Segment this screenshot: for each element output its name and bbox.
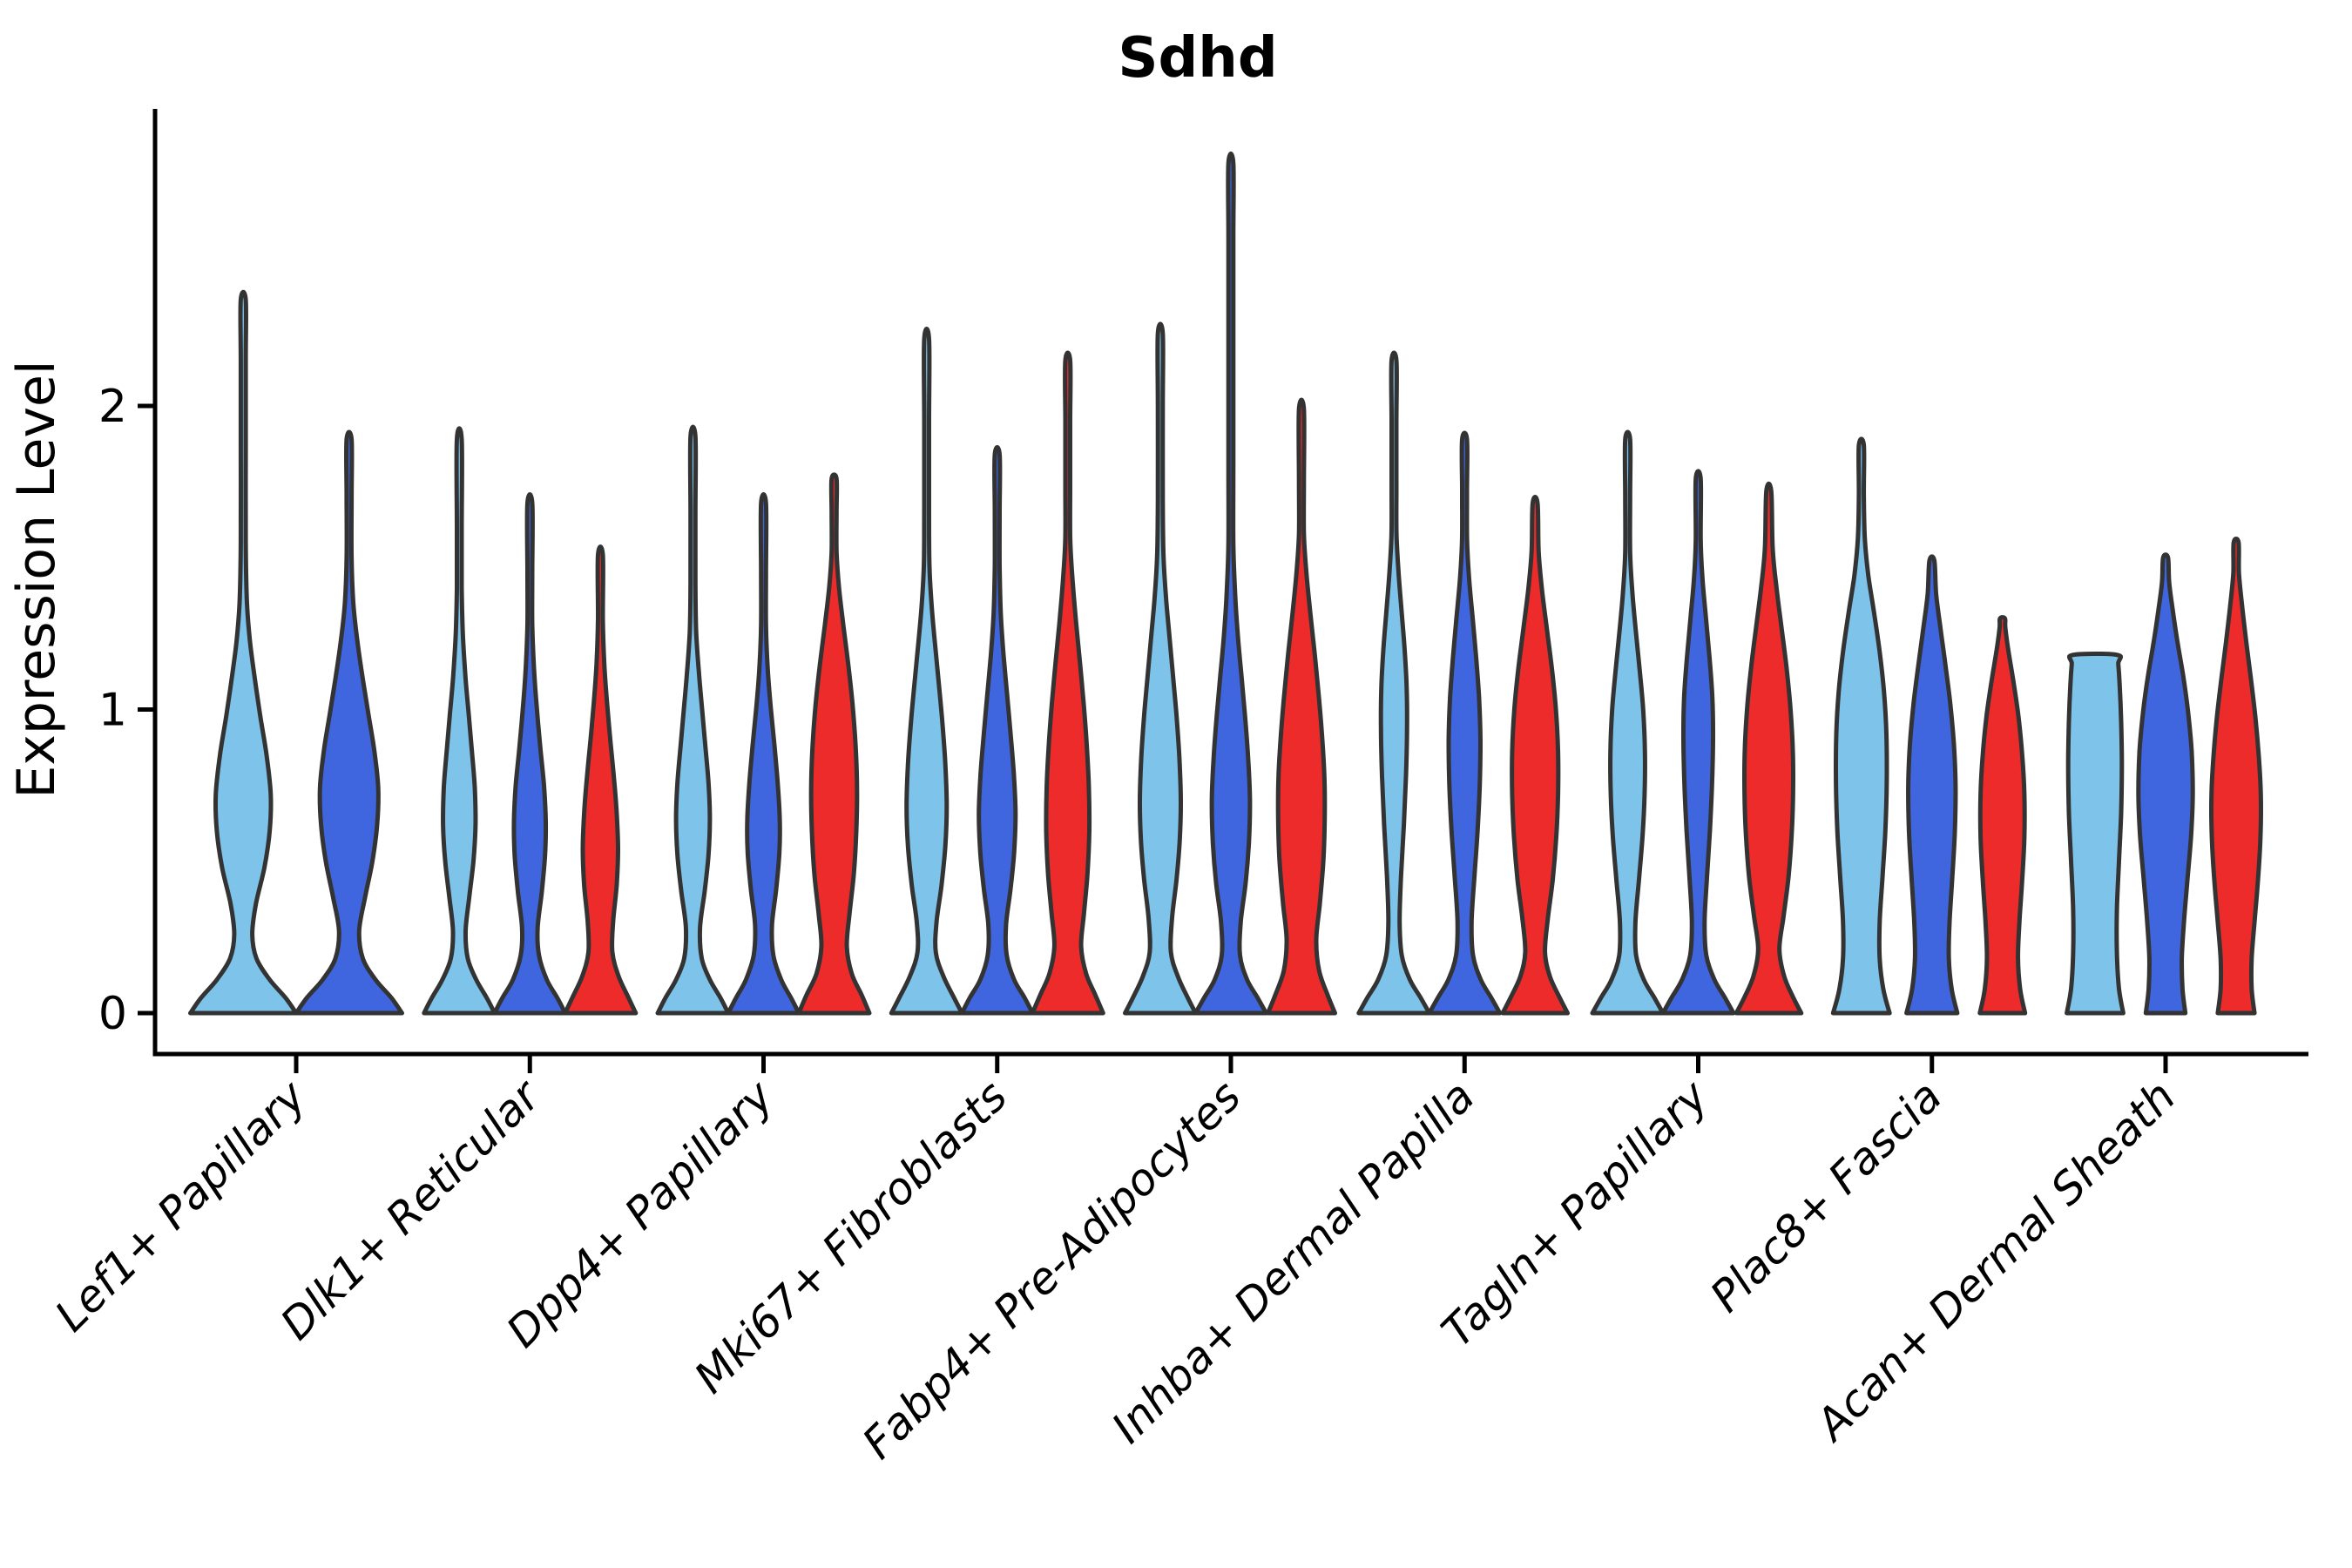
violin-dpp4-light_blue bbox=[655, 424, 731, 1016]
violin-mki67-red bbox=[1030, 350, 1105, 1016]
violin-lef1-light_blue bbox=[188, 289, 299, 1016]
violin-dlk1-light_blue bbox=[422, 426, 497, 1016]
violin-dlk1-dark_blue bbox=[492, 492, 568, 1016]
violin-plac8-red bbox=[1977, 615, 2028, 1016]
violins-layer bbox=[188, 151, 2264, 1016]
violin-tagln-red bbox=[1734, 481, 1804, 1016]
y-tick-label: 1 bbox=[98, 685, 127, 737]
violin-plac8-light_blue bbox=[1830, 436, 1892, 1016]
violin-acan-red bbox=[2208, 537, 2264, 1016]
violin-lef1-dark_blue bbox=[294, 429, 404, 1016]
violin-acan-dark_blue bbox=[2136, 552, 2195, 1016]
x-tick-label: Lef1+ Papillary bbox=[45, 1070, 316, 1341]
y-tick-label: 2 bbox=[98, 381, 127, 433]
violin-plac8-dark_blue bbox=[1904, 554, 1960, 1016]
violin-dpp4-red bbox=[796, 472, 872, 1016]
violin-mki67-dark_blue bbox=[959, 444, 1035, 1016]
violin-fabp4-dark_blue bbox=[1193, 151, 1268, 1016]
x-tick-label: Plac8+ Fascia bbox=[1700, 1071, 1951, 1321]
violin-inhba-light_blue bbox=[1356, 350, 1432, 1016]
violin-inhba-red bbox=[1500, 495, 1570, 1016]
x-tick-label: Fabp4+ Pre-Adipocytes bbox=[853, 1071, 1251, 1469]
y-axis-label: Expression Level bbox=[6, 360, 67, 798]
violin-tagln-light_blue bbox=[1590, 429, 1666, 1016]
violin-fabp4-light_blue bbox=[1123, 321, 1198, 1016]
violin-dlk1-red bbox=[563, 544, 639, 1016]
violin-inhba-dark_blue bbox=[1427, 430, 1503, 1016]
plot-title: Sdhd bbox=[1118, 26, 1277, 91]
violin-acan-light_blue bbox=[2065, 651, 2126, 1016]
violin-dpp4-dark_blue bbox=[726, 492, 801, 1016]
violin-tagln-dark_blue bbox=[1660, 469, 1736, 1016]
violin-fabp4-red bbox=[1266, 397, 1337, 1016]
violin-mki67-light_blue bbox=[889, 327, 964, 1016]
y-tick-label: 0 bbox=[98, 988, 127, 1040]
x-tick-label: Dlk1+ Reticular bbox=[271, 1069, 551, 1349]
